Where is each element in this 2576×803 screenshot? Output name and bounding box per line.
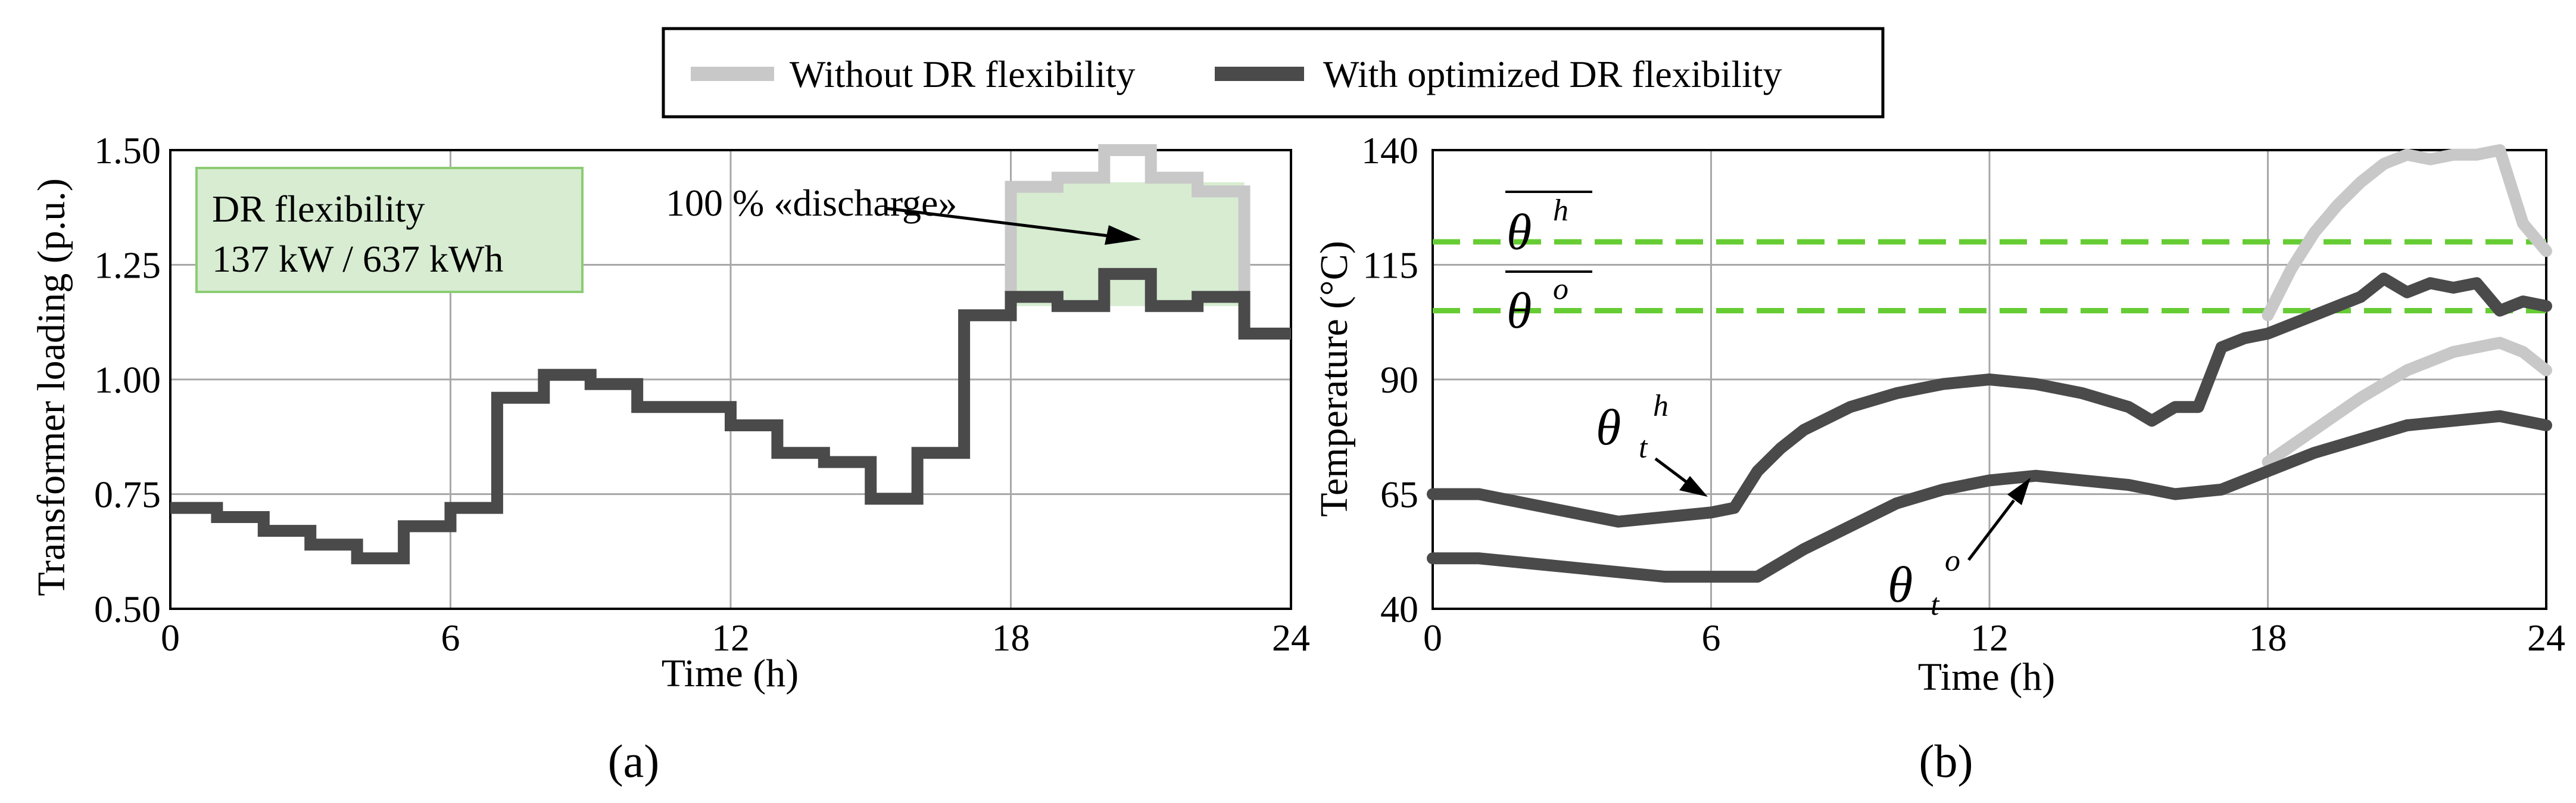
- theta-t-o-superscript: o: [1945, 544, 1960, 578]
- panel-b-x-ticks: 0 6 12 18 24: [1423, 617, 2565, 659]
- panel-b-xtick-6: 6: [1702, 617, 1721, 659]
- panel-b-ytick-65: 65: [1380, 474, 1418, 516]
- dr-flexibility-area: [1011, 182, 1245, 306]
- theta-t-h-arrow-head: [1679, 476, 1708, 497]
- panel-a-plot-frame: [169, 149, 1292, 610]
- panel-b-y-axis-label: Temperature (°C): [1312, 241, 1356, 516]
- panel-a-x-axis-label: Time (h): [662, 652, 799, 695]
- theta-o-max-label: θ o: [1505, 270, 1592, 339]
- theta-h-max-superscript: h: [1553, 194, 1568, 228]
- legend-label-with: With optimized DR flexibility: [1323, 53, 1782, 95]
- panel-b-ytick-140: 140: [1361, 129, 1418, 172]
- panel-a-ytick-0.50: 0.50: [94, 588, 161, 630]
- legend-label-without: Without DR flexibility: [790, 53, 1136, 95]
- panel-b-y-ticks: 40 65 90 115 140: [1361, 129, 1418, 630]
- series-a-with-dr: [170, 267, 1291, 565]
- series-b-topoil-with-dr: [1427, 410, 2552, 583]
- panel-b-label: (b): [1919, 735, 1973, 787]
- dr-flexibility-box-bg: [195, 167, 584, 293]
- theta-t-h-subscript: t: [1639, 431, 1648, 465]
- panel-b-plot-frame: [1432, 149, 2547, 610]
- panel-b-xtick-12: 12: [1970, 617, 2009, 659]
- legend: Without DR flexibility With optimized DR…: [662, 27, 1885, 119]
- panel-a-y-ticks: 0.50 0.75 1.00 1.25 1.50: [94, 129, 161, 630]
- panel-a-ytick-0.75: 0.75: [94, 474, 161, 516]
- panel-a-ytick-1.00: 1.00: [94, 359, 161, 401]
- series-a-without-dr: [1005, 144, 1250, 316]
- dr-flexibility-box-title: DR flexibility: [212, 188, 425, 230]
- panel-b-ytick-115: 115: [1362, 244, 1418, 287]
- discharge-arrow-line: [887, 207, 1109, 238]
- panel-b-xtick-18: 18: [2249, 617, 2287, 659]
- panel-a-x-ticks: 0 6 12 18 24: [161, 617, 1310, 659]
- theta-t-h-superscript: h: [1653, 389, 1669, 423]
- theta-h-max-label: θ h: [1505, 191, 1592, 260]
- theta-t-o-subscript: t: [1931, 588, 1940, 622]
- panel-a-xtick-18: 18: [992, 617, 1030, 659]
- theta-t-h-symbol: θ: [1596, 399, 1621, 456]
- panel-b-ytick-40: 40: [1380, 588, 1418, 630]
- theta-o-max-symbol: θ: [1507, 282, 1532, 339]
- panel-a-ytick-1.25: 1.25: [94, 244, 161, 287]
- discharge-label: 100 % «discharge»: [666, 182, 957, 224]
- dr-flexibility-box-value: 137 kW / 637 kWh: [212, 238, 503, 280]
- panel-b-ytick-90: 90: [1380, 359, 1418, 401]
- series-b-hotspot-with-dr: [1427, 272, 2552, 528]
- panel-b-xtick-0: 0: [1423, 617, 1442, 659]
- panel-a-y-axis-label: Transformer loading (p.u.): [30, 178, 73, 596]
- panel-a-xtick-0: 0: [161, 617, 180, 659]
- panel-a-xtick-6: 6: [441, 617, 460, 659]
- theta-t-h-arrow-line: [1654, 457, 1690, 485]
- series-b-hotspot-without-dr: [2262, 144, 2552, 322]
- discharge-arrow-head: [1105, 225, 1141, 245]
- theta-t-o-annotation: θ o t: [1888, 478, 2031, 622]
- theta-t-h-annotation: θ h t: [1596, 389, 1708, 497]
- panel-a-xtick-12: 12: [712, 617, 750, 659]
- theta-h-max-symbol: θ: [1507, 203, 1532, 260]
- panel-b: θ h θ o θ h t θ o t 40 65 90 115 140 0 6 12 18 2…: [1312, 129, 2565, 787]
- theta-t-o-arrow-line: [1967, 499, 2015, 561]
- theta-o-max-superscript: o: [1553, 272, 1568, 306]
- theta-t-o-arrow-head: [2007, 478, 2031, 505]
- panel-b-xtick-24: 24: [2527, 617, 2565, 659]
- panel-a-xtick-24: 24: [1272, 617, 1310, 659]
- panel-a: DR flexibility 137 kW / 637 kWh 100 % «d…: [30, 129, 1310, 787]
- theta-t-o-symbol: θ: [1888, 556, 1913, 613]
- series-b-topoil-without-dr: [2262, 337, 2552, 468]
- panel-b-x-axis-label: Time (h): [1918, 655, 2055, 699]
- panel-a-ytick-1.50: 1.50: [94, 129, 161, 172]
- dr-flexibility-box: DR flexibility 137 kW / 637 kWh: [195, 167, 584, 293]
- panel-a-label: (a): [608, 735, 660, 787]
